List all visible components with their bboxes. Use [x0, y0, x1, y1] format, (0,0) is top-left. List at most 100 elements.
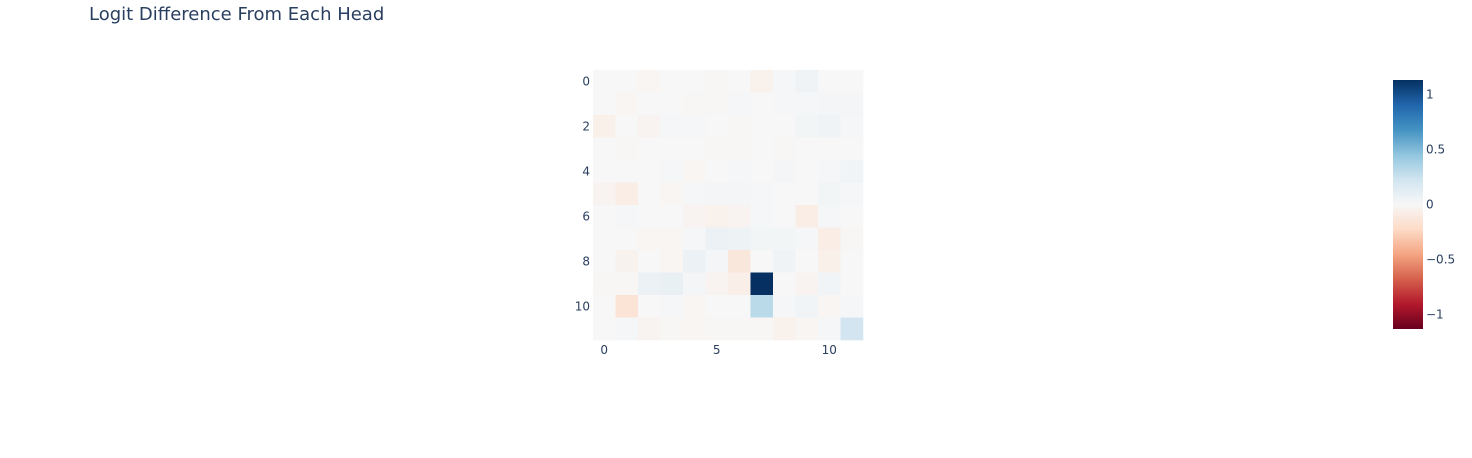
colorbar-tick-label: 0: [1426, 198, 1434, 212]
heatmap-cell: [660, 227, 684, 251]
heatmap-cell: [728, 317, 751, 341]
heatmap-cell: [705, 295, 729, 318]
heatmap-cell: [705, 227, 729, 251]
heatmap-cell: [683, 182, 706, 206]
heatmap-cell: [728, 115, 751, 138]
heatmap-cell: [638, 115, 661, 138]
heatmap-cell: [840, 205, 864, 228]
heatmap-cell: [795, 295, 819, 318]
heatmap-cell: [840, 70, 864, 93]
heatmap-cell: [705, 160, 729, 183]
heatmap-cell: [593, 115, 616, 138]
heatmap-cell: [593, 92, 616, 116]
heatmap-cell: [615, 227, 639, 251]
heatmap-cell: [773, 205, 796, 228]
heatmap-cell: [660, 317, 684, 341]
chart-title: Logit Difference From Each Head: [89, 4, 384, 25]
heatmap-cell: [773, 272, 796, 296]
heatmap-cell: [818, 115, 841, 138]
heatmap-cell: [615, 250, 639, 273]
heatmap-cell: [615, 295, 639, 318]
heatmap-cell: [593, 182, 616, 206]
heatmap-cell: [773, 92, 796, 116]
heatmap-cell: [660, 92, 684, 116]
heatmap-cell: [818, 92, 841, 116]
heatmap-cell: [840, 115, 864, 138]
heatmap-cell: [705, 317, 729, 341]
heatmap-cell: [728, 70, 751, 93]
heatmap-cell: [773, 317, 796, 341]
heatmap-cell: [840, 92, 864, 116]
heatmap-cell: [705, 115, 729, 138]
heatmap-cell: [705, 92, 729, 116]
heatmap-cell: [705, 272, 729, 296]
colorbar: [1393, 80, 1423, 329]
heatmap-cell: [818, 250, 841, 273]
heatmap-cell: [660, 205, 684, 228]
heatmap-cell: [750, 92, 774, 116]
colorbar-tick-label: −0.5: [1426, 253, 1455, 267]
heatmap-cell: [750, 227, 774, 251]
heatmap-cell: [683, 137, 706, 161]
heatmap-cell: [638, 137, 661, 161]
heatmap-cell: [840, 160, 864, 183]
heatmap-cell: [795, 182, 819, 206]
heatmap-cell: [840, 137, 864, 161]
heatmap-cell: [795, 227, 819, 251]
heatmap-cell: [728, 227, 751, 251]
heatmap-cell: [705, 250, 729, 273]
heatmap-cell: [660, 115, 684, 138]
heatmap-cell: [750, 317, 774, 341]
y-tick-label: 2: [582, 119, 590, 133]
colorbar-ticks: 1 0.5 0 −0.5 −1: [1426, 87, 1455, 321]
heatmap-cell: [660, 250, 684, 273]
heatmap-cell: [840, 272, 864, 296]
heatmap-cell: [750, 272, 774, 296]
heatmap-cell: [660, 272, 684, 296]
heatmap-cell: [638, 250, 661, 273]
heatmap-cell: [773, 137, 796, 161]
heatmap-cell: [638, 272, 661, 296]
heatmap-cell: [795, 160, 819, 183]
heatmap-cell: [638, 70, 661, 93]
heatmap-cell: [818, 70, 841, 93]
heatmap-cell: [750, 295, 774, 318]
heatmap-cell: [773, 227, 796, 251]
heatmap-cell: [615, 92, 639, 116]
heatmap-cell: [795, 272, 819, 296]
heatmap-cell: [750, 205, 774, 228]
heatmap-cell: [750, 70, 774, 93]
y-tick-label: 4: [582, 164, 590, 178]
heatmap-cell: [683, 250, 706, 273]
heatmap-cell: [750, 137, 774, 161]
heatmap-cell: [750, 182, 774, 206]
y-tick-label: 10: [575, 299, 590, 313]
heatmap-cells: [593, 70, 864, 341]
heatmap-cell: [660, 182, 684, 206]
x-tick-label: 5: [713, 343, 721, 357]
heatmap-cell: [795, 137, 819, 161]
heatmap-cell: [818, 295, 841, 318]
heatmap-cell: [705, 70, 729, 93]
heatmap-cell: [750, 250, 774, 273]
heatmap-cell: [773, 250, 796, 273]
heatmap-cell: [660, 295, 684, 318]
heatmap-cell: [818, 137, 841, 161]
colorbar-tick-label: −1: [1426, 308, 1444, 322]
heatmap-cell: [773, 182, 796, 206]
heatmap-cell: [615, 205, 639, 228]
heatmap-cell: [795, 317, 819, 341]
y-tick-label: 6: [582, 209, 590, 223]
heatmap-cell: [818, 227, 841, 251]
heatmap-cell: [615, 70, 639, 93]
heatmap-cell: [615, 272, 639, 296]
heatmap-cell: [593, 227, 616, 251]
heatmap-cell: [593, 160, 616, 183]
heatmap-cell: [818, 160, 841, 183]
heatmap-cell: [683, 227, 706, 251]
heatmap-cell: [660, 160, 684, 183]
heatmap-cell: [840, 317, 864, 341]
heatmap-cell: [683, 92, 706, 116]
heatmap-cell: [728, 295, 751, 318]
